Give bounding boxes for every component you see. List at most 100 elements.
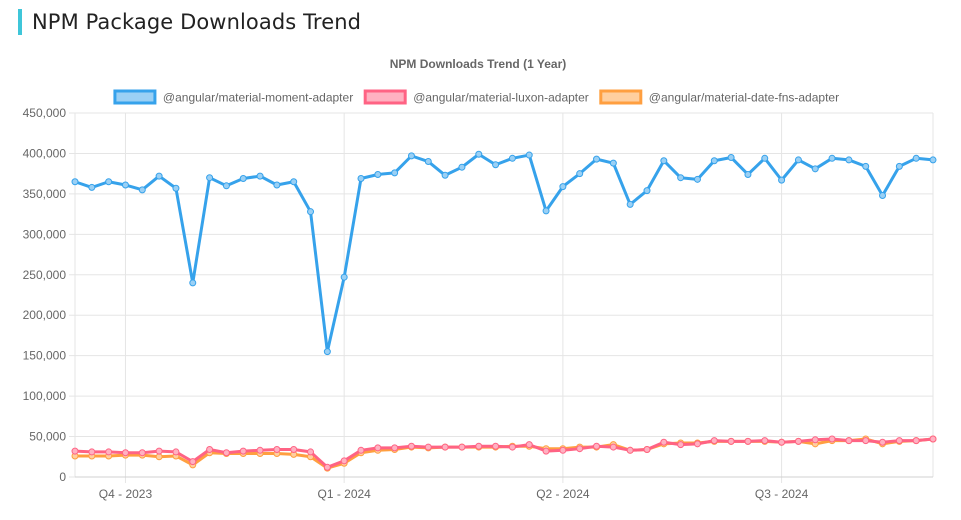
data-point: [794, 437, 802, 445]
data-point: [189, 458, 197, 466]
data-point: [105, 178, 113, 186]
y-tick-label: 200,000: [23, 308, 67, 322]
data-point: [239, 175, 247, 183]
data-point: [660, 157, 668, 165]
series-line: [73, 152, 935, 354]
data-point: [660, 438, 668, 446]
legend-label: @angular/material-moment-adapter: [163, 91, 353, 105]
data-point: [323, 463, 331, 471]
y-axis: 0 50,000 100,000 150,000 200,000 250,000 300,0…: [23, 106, 67, 484]
data-point: [828, 154, 836, 162]
y-tick-label: 250,000: [23, 268, 67, 282]
data-point: [492, 161, 500, 169]
data-point: [542, 447, 550, 455]
data-point: [155, 447, 163, 455]
data-point: [239, 447, 247, 455]
y-tick-label: 350,000: [23, 187, 67, 201]
data-point: [744, 437, 752, 445]
y-tick-label: 150,000: [23, 349, 67, 363]
x-tick-label: Q3 - 2024: [755, 487, 809, 501]
legend-swatch: [599, 89, 643, 105]
data-point: [609, 443, 617, 451]
data-point: [340, 457, 348, 465]
data-point: [121, 181, 129, 189]
chart-title: NPM Downloads Trend (1 Year): [390, 57, 566, 71]
data-point: [845, 437, 853, 445]
data-point: [895, 162, 903, 170]
legend-item-0[interactable]: @angular/material-moment-adapter: [113, 89, 353, 105]
series-line: [73, 437, 935, 469]
data-point: [458, 163, 466, 171]
data-point: [273, 181, 281, 189]
data-point: [307, 448, 315, 456]
y-tick-label: 450,000: [23, 106, 67, 120]
page-header: NPM Package Downloads Trend: [18, 9, 361, 35]
data-point: [778, 176, 786, 184]
data-point: [710, 157, 718, 165]
legend-swatch: [113, 89, 157, 105]
data-point: [693, 175, 701, 183]
chart-grid: [69, 112, 934, 483]
data-point: [862, 162, 870, 170]
data-point: [559, 446, 567, 454]
data-point: [391, 169, 399, 177]
y-tick-label: 0: [59, 470, 66, 484]
data-point: [290, 178, 298, 186]
data-point: [290, 445, 298, 453]
data-point: [710, 437, 718, 445]
data-point: [88, 183, 96, 191]
data-point: [895, 437, 903, 445]
data-point: [929, 156, 937, 164]
data-point: [761, 437, 769, 445]
data-point: [138, 186, 146, 194]
series-1: [71, 435, 937, 471]
data-point: [811, 436, 819, 444]
data-point: [525, 151, 533, 159]
legend-item-2[interactable]: @angular/material-date-fns-adapter: [599, 89, 839, 105]
data-point: [307, 208, 315, 216]
data-point: [138, 449, 146, 457]
data-point: [458, 443, 466, 451]
data-point: [391, 444, 399, 452]
data-point: [929, 435, 937, 443]
page-title: NPM Package Downloads Trend: [32, 10, 362, 34]
data-point: [407, 442, 415, 450]
data-point: [744, 170, 752, 178]
data-point: [222, 182, 230, 190]
data-point: [559, 183, 567, 191]
data-point: [273, 445, 281, 453]
data-point: [155, 453, 163, 461]
data-point: [256, 172, 264, 180]
data-point: [424, 158, 432, 166]
data-point: [778, 438, 786, 446]
y-tick-label: 400,000: [23, 146, 67, 160]
x-tick-label: Q2 - 2024: [536, 487, 590, 501]
data-point: [542, 207, 550, 215]
data-point: [508, 154, 516, 162]
data-point: [811, 165, 819, 173]
y-tick-label: 300,000: [23, 227, 67, 241]
data-point: [71, 447, 79, 455]
data-point: [407, 152, 415, 160]
data-point: [727, 437, 735, 445]
data-point: [879, 438, 887, 446]
data-point: [172, 184, 180, 192]
data-point: [475, 442, 483, 450]
data-point: [222, 449, 230, 457]
data-point: [912, 437, 920, 445]
data-point: [593, 155, 601, 163]
data-point: [626, 446, 634, 454]
plot-area: [71, 150, 937, 472]
data-point: [862, 437, 870, 445]
header-accent-bar: [18, 9, 22, 35]
data-point: [677, 174, 685, 182]
data-point: [828, 435, 836, 443]
data-point: [609, 159, 617, 167]
legend-item-1[interactable]: @angular/material-luxon-adapter: [363, 89, 589, 105]
data-point: [374, 170, 382, 178]
data-point: [677, 441, 685, 449]
data-point: [693, 440, 701, 448]
x-tick-label: Q4 - 2023: [99, 487, 153, 501]
data-point: [508, 443, 516, 451]
data-point: [189, 279, 197, 287]
